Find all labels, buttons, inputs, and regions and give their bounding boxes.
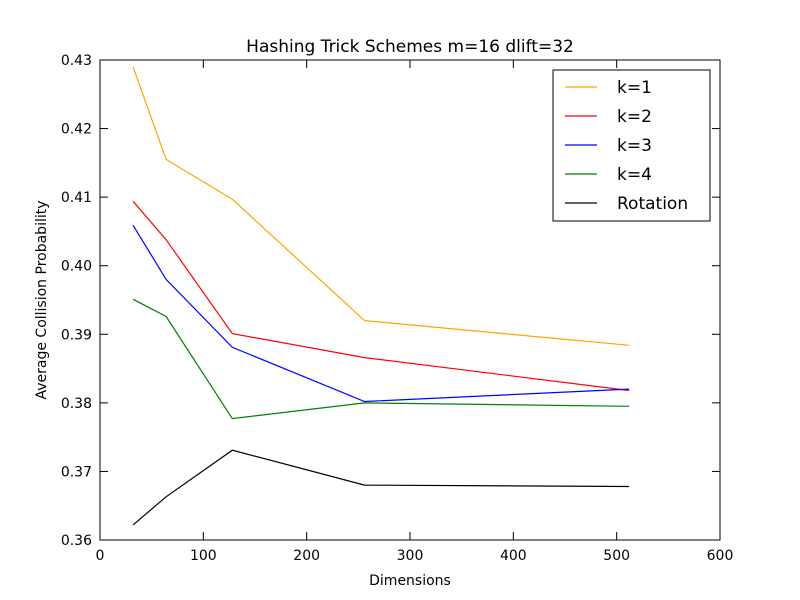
y-tick-label: 0.37	[61, 464, 92, 480]
ticks-layer: 0 100 200 300 400 500 600 0.36 0.37 0.38 0.39 0.40 0…	[61, 53, 734, 564]
series-layer	[132, 66, 630, 526]
y-tick-label: 0.39	[61, 327, 92, 343]
x-tick-label: 500	[603, 548, 630, 564]
x-tick-label: 200	[293, 548, 320, 564]
y-tick-label: 0.41	[61, 190, 92, 206]
x-tick-label: 300	[397, 548, 424, 564]
series-line-rotation	[132, 449, 630, 526]
y-axis-label: Average Collision Probability	[34, 200, 50, 399]
y-tick-label: 0.40	[61, 259, 92, 275]
legend: k=1 k=2 k=3 k=4 Rotation	[552, 69, 711, 222]
series-line-k-1	[132, 66, 630, 346]
legend-label: k=1	[617, 78, 652, 98]
legend-label: k=3	[617, 136, 652, 156]
x-axis-label: Dimensions	[369, 573, 451, 589]
y-tick-label: 0.36	[61, 533, 92, 549]
x-tick-label: 400	[500, 548, 527, 564]
plot-frame	[99, 59, 721, 541]
legend-label: k=4	[617, 165, 652, 185]
series-line-k-3	[132, 224, 630, 403]
chart-title: Hashing Trick Schemes m=16 dlift=32	[246, 37, 574, 57]
series-line-k-2	[132, 200, 630, 392]
series-line-k-4	[132, 298, 630, 420]
x-tick-label: 0	[96, 548, 105, 564]
legend-label: k=2	[617, 107, 652, 127]
legend-label: Rotation	[617, 194, 688, 214]
y-tick-label: 0.42	[61, 122, 92, 138]
y-tick-label: 0.38	[61, 396, 92, 412]
y-tick-label: 0.43	[61, 53, 92, 69]
x-tick-label: 600	[707, 548, 734, 564]
x-tick-label: 100	[190, 548, 217, 564]
